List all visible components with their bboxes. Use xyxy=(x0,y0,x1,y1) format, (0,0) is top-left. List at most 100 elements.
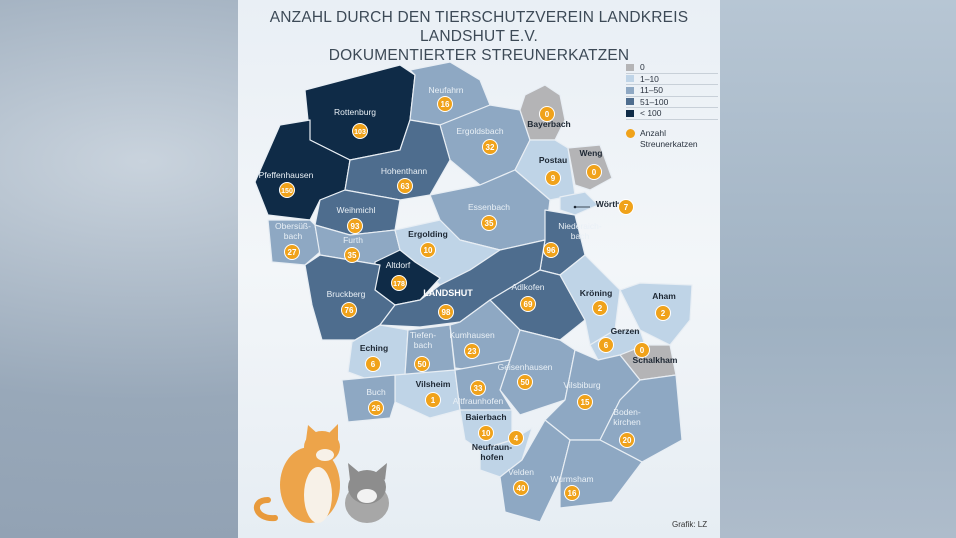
count-value: 10 xyxy=(482,429,491,438)
region-label: Vilsbiburg xyxy=(563,380,600,390)
count-badge xyxy=(352,123,368,139)
count-badge xyxy=(545,170,561,186)
orange-cat-muzzle xyxy=(316,449,334,461)
legend-swatch xyxy=(626,109,634,117)
region-label: Wurmsham xyxy=(550,474,593,484)
region-label: Postau xyxy=(539,155,567,165)
count-value: 178 xyxy=(393,281,405,288)
count-value: 103 xyxy=(354,129,366,136)
count-value: 0 xyxy=(640,346,645,355)
count-badge xyxy=(618,199,634,215)
count-badge xyxy=(464,343,480,359)
count-value: 20 xyxy=(623,436,632,445)
region-label: Weng xyxy=(580,148,603,158)
legend-item: < 100 xyxy=(626,108,718,120)
count-badge xyxy=(341,302,357,318)
count-badge xyxy=(438,304,454,320)
region-label: Niederaich-bach xyxy=(558,221,602,241)
count-value: 23 xyxy=(468,347,477,356)
count-value: 93 xyxy=(351,222,360,231)
count-badge xyxy=(470,380,486,396)
region-label: Wörth xyxy=(596,199,621,209)
region-wurmsham[interactable] xyxy=(559,439,643,509)
legend: 0 1–10 11–50 51–100 < 100 Anzahl Streunerkatz… xyxy=(626,62,718,150)
region-label: Velden xyxy=(508,467,534,477)
count-value: 26 xyxy=(372,404,381,413)
count-badge xyxy=(577,394,593,410)
count-value: 50 xyxy=(418,360,427,369)
count-badge xyxy=(543,242,559,258)
region-label: Weihmichl xyxy=(336,205,375,215)
legend-label: 11–50 xyxy=(640,85,664,96)
legend-label: < 100 xyxy=(640,108,662,119)
count-badge xyxy=(586,164,602,180)
count-badge xyxy=(478,425,494,441)
count-value: 9 xyxy=(551,174,556,183)
count-badge xyxy=(344,247,360,263)
cats-illustration xyxy=(254,424,389,523)
count-badge xyxy=(420,242,436,258)
region-label: Kröning xyxy=(580,288,613,298)
count-badge xyxy=(592,300,608,316)
title-line-2: DOKUMENTIERTER STREUNERKATZEN xyxy=(328,47,630,64)
count-badge xyxy=(634,342,650,358)
title-line-1: ANZAHL DURCH DEN TIERSCHUTZVEREIN LANDKR… xyxy=(269,9,689,45)
credit: Grafik: LZ xyxy=(672,520,708,529)
region-label: Neufraun-hofen xyxy=(472,442,512,462)
region-label: Gerzen xyxy=(611,326,640,336)
count-value: 35 xyxy=(348,251,357,260)
region-label: Adlkofen xyxy=(511,282,544,292)
legend-badge-label: Anzahl Streunerkatzen xyxy=(640,127,698,149)
legend-item: 51–100 xyxy=(626,96,718,108)
count-badge xyxy=(520,296,536,312)
count-badge xyxy=(437,96,453,112)
region-buch[interactable] xyxy=(341,374,396,423)
count-value: 6 xyxy=(604,341,609,350)
count-badge xyxy=(414,356,430,372)
badge-dot-icon xyxy=(626,128,635,138)
region-vilsheim[interactable] xyxy=(394,369,461,419)
legend-badge-item: Anzahl Streunerkatzen xyxy=(626,128,718,150)
count-badge xyxy=(508,430,524,446)
legend-swatch xyxy=(626,63,634,71)
region-label: LANDSHUT xyxy=(423,288,473,298)
count-value: 15 xyxy=(581,398,590,407)
count-value: 16 xyxy=(441,100,450,109)
region-label: Rottenburg xyxy=(334,107,376,117)
region-label: Vilsheim xyxy=(416,379,451,389)
region-label: Obersüß-bach xyxy=(275,221,311,241)
region-label: Boden-kirchen xyxy=(613,407,641,427)
count-value: 50 xyxy=(521,378,530,387)
legend-label: 51–100 xyxy=(640,96,669,107)
count-badge xyxy=(368,400,384,416)
legend-label: 0 xyxy=(640,62,645,73)
legend-label: 1–10 xyxy=(640,73,659,84)
count-value: 2 xyxy=(598,304,603,313)
count-value: 0 xyxy=(545,110,550,119)
grey-cat-muzzle xyxy=(357,489,377,503)
count-badge xyxy=(619,432,635,448)
region-landshut[interactable] xyxy=(379,239,546,328)
count-value: 6 xyxy=(371,360,376,369)
map-title: ANZAHL DURCH DEN TIERSCHUTZVEREIN LANDKR… xyxy=(238,8,720,65)
legend-swatch xyxy=(626,75,634,83)
count-value: 7 xyxy=(624,203,629,212)
count-badge xyxy=(347,218,363,234)
region-wörth[interactable] xyxy=(559,191,599,216)
region-label: Eching xyxy=(360,343,388,353)
legend-item: 11–50 xyxy=(626,85,718,97)
count-badge xyxy=(284,244,300,260)
count-badge xyxy=(655,305,671,321)
count-value: 33 xyxy=(474,384,483,393)
orange-cat-tail xyxy=(254,497,278,522)
region-label: Tiefen-bach xyxy=(410,330,436,350)
count-badge xyxy=(513,480,529,496)
count-badge xyxy=(517,374,533,390)
region-label: Altfraunhofen xyxy=(453,396,504,406)
region-label: Geisenhausen xyxy=(498,362,553,372)
background-right xyxy=(720,0,956,538)
region-label: Pfeffenhausen xyxy=(259,170,314,180)
legend-swatch xyxy=(626,98,634,106)
count-badge xyxy=(539,106,555,122)
